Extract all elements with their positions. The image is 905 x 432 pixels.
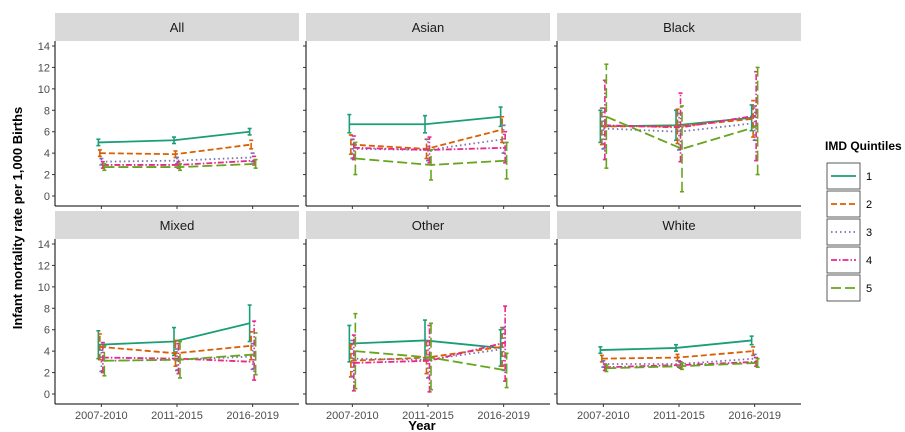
series-line-5	[355, 350, 507, 372]
facet-title: Mixed	[160, 218, 195, 233]
facet-strip	[557, 211, 801, 239]
x-tick-label: 2007-2010	[326, 410, 379, 422]
series-line-4	[604, 360, 757, 369]
series-line-2	[601, 350, 754, 360]
legend-label: 2	[866, 199, 872, 211]
facet-title: Other	[412, 218, 445, 233]
y-tick-label: 2	[44, 170, 50, 182]
x-tick-label: 2007-2010	[75, 410, 128, 422]
y-tick-label: 0	[44, 191, 50, 203]
x-tick-label: 2011-2015	[151, 410, 203, 422]
facet-panel: Other 2007-2010 2011-2015 2016-2019	[303, 211, 550, 422]
x-tick-label: 2011-2015	[653, 410, 705, 422]
series-line-2	[99, 344, 252, 355]
facet-strip	[557, 13, 801, 41]
series-line-3	[352, 348, 504, 361]
x-tick-label: 2016-2019	[728, 410, 781, 422]
series-line-4	[604, 114, 757, 129]
y-tick-label: 10	[38, 282, 50, 294]
y-tick-label: 4	[44, 148, 50, 160]
facet-panel: White 2007-2010 2011-2015 2016-2019	[554, 211, 801, 422]
y-tick-label: 2	[44, 368, 50, 380]
legend-label: 5	[866, 283, 872, 295]
series-line-4	[102, 159, 255, 166]
series-line-1	[98, 322, 250, 346]
y-tick-label: 14	[38, 41, 50, 53]
series-line-5	[104, 162, 256, 168]
y-tick-label: 6	[44, 325, 50, 337]
y-tick-label: 14	[38, 239, 50, 251]
y-tick-label: 12	[38, 62, 50, 74]
x-tick-label: 2016-2019	[226, 410, 279, 422]
legend-label: 3	[866, 227, 872, 239]
y-tick-label: 12	[38, 260, 50, 272]
series-line-3	[101, 156, 253, 163]
series-line-2	[601, 117, 754, 128]
series-line-5	[606, 115, 758, 150]
facet-panel: Mixed 0 2 4 6 8 10 12 14 2007-2010 2011-2015 2016-2…	[38, 211, 299, 422]
series-line-1	[98, 130, 250, 144]
series-line-2	[99, 143, 252, 156]
series-line-5	[355, 157, 507, 166]
x-axis-title: Year	[408, 418, 435, 432]
facet-title: All	[170, 20, 185, 35]
legend: IMD Quintiles 1 2 3 4 5	[825, 139, 902, 302]
y-tick-label: 8	[44, 303, 50, 315]
facet-title: Asian	[412, 20, 445, 35]
series-line-3	[101, 355, 253, 362]
series-line-1	[600, 339, 752, 351]
legend-label: 4	[866, 255, 872, 267]
series-line-4	[102, 356, 255, 363]
legend-label: 1	[866, 171, 872, 183]
y-tick-label: 6	[44, 127, 50, 139]
facet-strip	[306, 211, 550, 239]
series-line-3	[352, 138, 504, 151]
series-line-5	[606, 362, 758, 370]
series-line-3	[603, 357, 755, 365]
y-axis-title: Infant mortality rate per 1,000 Births	[10, 107, 25, 330]
facet-panel: Asian	[303, 13, 550, 209]
series-line-3	[603, 122, 755, 133]
y-tick-label: 10	[38, 84, 50, 96]
facet-panels: All 0 2 4 6 8 10 12 14 Asian Black Mixed 0 2 4 6 8 10 12 14…	[38, 13, 801, 422]
facet-panel: All 0 2 4 6 8 10 12 14	[38, 13, 299, 209]
y-tick-label: 8	[44, 105, 50, 117]
series-line-2	[350, 128, 503, 150]
y-tick-label: 4	[44, 346, 50, 358]
x-tick-label: 2007-2010	[577, 410, 630, 422]
series-line-4	[353, 146, 506, 151]
facet-title: Black	[663, 20, 695, 35]
facet-strip	[55, 211, 299, 239]
series-line-5	[104, 353, 256, 362]
series-line-4	[353, 341, 506, 364]
facet-strip	[306, 13, 550, 41]
facet-panel: Black	[554, 13, 801, 209]
facet-title: White	[662, 218, 695, 233]
y-tick-label: 0	[44, 389, 50, 401]
series-line-1	[349, 339, 501, 349]
facet-strip	[55, 13, 299, 41]
legend-title: IMD Quintiles	[825, 139, 902, 153]
series-line-1	[349, 115, 501, 126]
x-tick-label: 2011-2015	[402, 410, 454, 422]
x-tick-label: 2016-2019	[477, 410, 530, 422]
